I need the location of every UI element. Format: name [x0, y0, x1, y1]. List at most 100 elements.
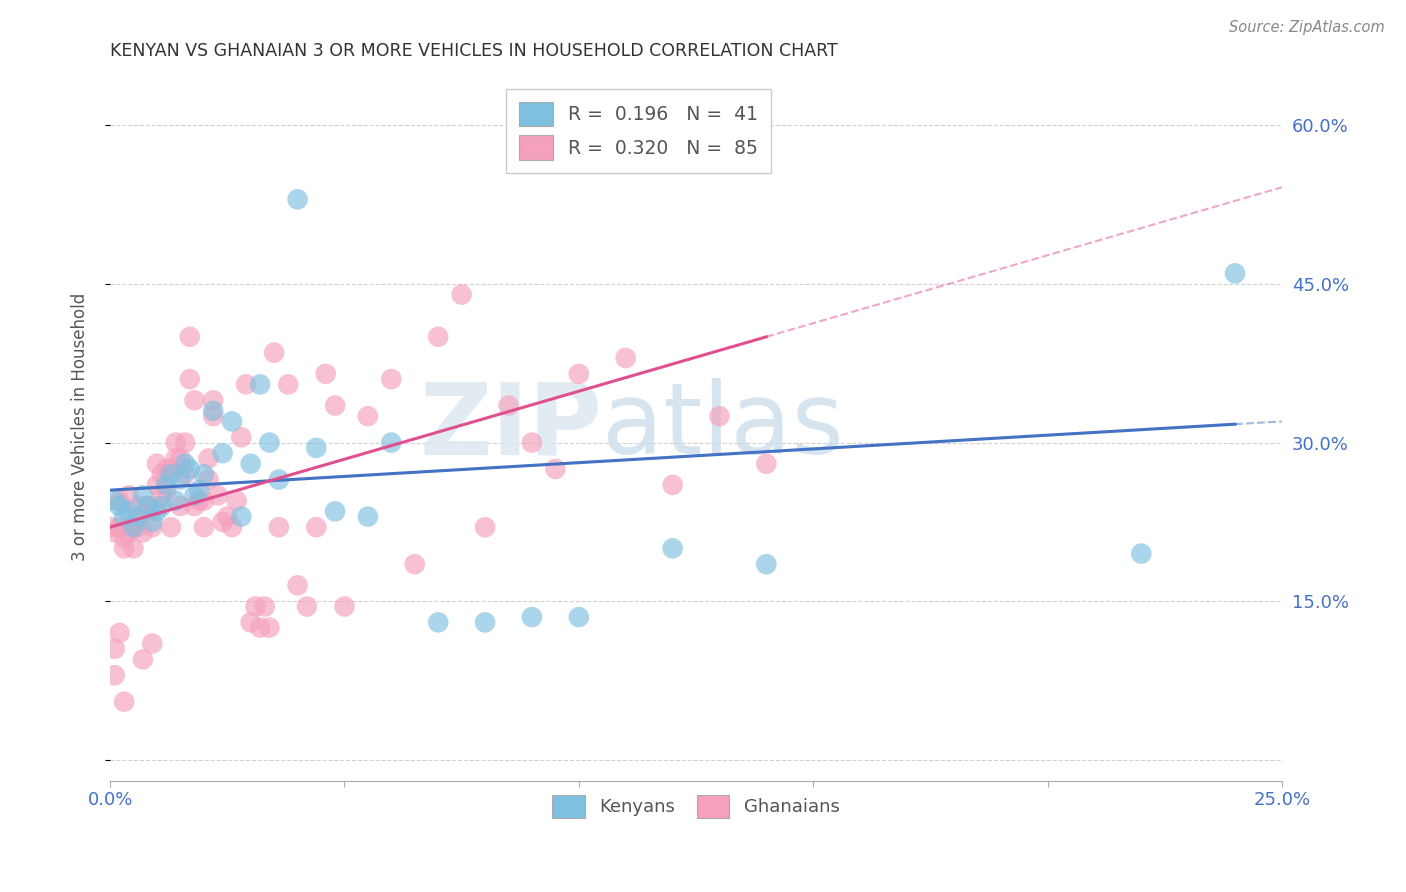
Point [357, 509, 380, 524]
Point [202, 409, 225, 424]
Point [160, 467, 183, 482]
Point [231, 509, 253, 524]
Point [404, 558, 426, 572]
Point [427, 330, 450, 344]
Point [132, 525, 155, 540]
Point [211, 515, 233, 529]
Point [150, 488, 173, 502]
Point [118, 488, 141, 502]
Point [305, 520, 328, 534]
Point [193, 493, 215, 508]
Point [179, 462, 201, 476]
Point [104, 493, 127, 508]
Point [263, 345, 285, 359]
Point [169, 451, 191, 466]
Point [357, 409, 380, 424]
Point [112, 509, 135, 524]
Point [193, 520, 215, 534]
Point [118, 525, 141, 540]
Point [1130, 547, 1153, 561]
Point [235, 377, 257, 392]
Point [141, 515, 163, 529]
Point [127, 520, 149, 534]
Point [146, 457, 169, 471]
Point [450, 287, 472, 301]
Point [155, 462, 177, 476]
Point [136, 504, 159, 518]
Point [249, 377, 271, 392]
Point [259, 435, 281, 450]
Point [614, 351, 637, 365]
Point [118, 504, 141, 518]
Point [277, 377, 299, 392]
Point [174, 435, 197, 450]
Point [150, 499, 173, 513]
Point [146, 478, 169, 492]
Point [305, 441, 328, 455]
Point [188, 493, 211, 508]
Point [118, 520, 141, 534]
Point [568, 610, 591, 624]
Point [155, 483, 177, 498]
Point [231, 430, 253, 444]
Point [98, 520, 121, 534]
Text: atlas: atlas [602, 378, 844, 475]
Point [249, 621, 271, 635]
Point [127, 499, 149, 513]
Y-axis label: 3 or more Vehicles in Household: 3 or more Vehicles in Household [72, 293, 89, 561]
Point [108, 626, 131, 640]
Point [267, 473, 290, 487]
Point [122, 520, 145, 534]
Point [755, 558, 778, 572]
Point [155, 478, 177, 492]
Point [146, 504, 169, 518]
Point [179, 372, 201, 386]
Point [165, 451, 187, 466]
Point [245, 599, 267, 614]
Point [1223, 266, 1246, 280]
Point [179, 330, 201, 344]
Point [323, 504, 346, 518]
Point [122, 541, 145, 556]
Point [141, 636, 163, 650]
Point [221, 414, 243, 428]
Point [136, 499, 159, 513]
Point [380, 435, 402, 450]
Point [380, 372, 402, 386]
Point [136, 499, 159, 513]
Point [150, 467, 173, 482]
Point [160, 520, 183, 534]
Point [207, 488, 229, 502]
Point [709, 409, 731, 424]
Point [333, 599, 356, 614]
Point [211, 446, 233, 460]
Point [174, 457, 197, 471]
Point [661, 541, 683, 556]
Point [323, 399, 346, 413]
Point [755, 457, 778, 471]
Point [239, 615, 262, 630]
Point [315, 367, 337, 381]
Point [141, 520, 163, 534]
Point [108, 520, 131, 534]
Point [253, 599, 276, 614]
Point [112, 531, 135, 545]
Point [165, 435, 187, 450]
Point [127, 509, 149, 524]
Text: KENYAN VS GHANAIAN 3 OR MORE VEHICLES IN HOUSEHOLD CORRELATION CHART: KENYAN VS GHANAIAN 3 OR MORE VEHICLES IN… [110, 42, 838, 60]
Point [108, 493, 131, 508]
Point [661, 478, 683, 492]
Point [169, 499, 191, 513]
Point [183, 488, 205, 502]
Point [104, 668, 127, 682]
Point [498, 399, 520, 413]
Point [104, 525, 127, 540]
Point [568, 367, 591, 381]
Point [197, 451, 219, 466]
Point [132, 488, 155, 502]
Point [474, 615, 496, 630]
Point [132, 652, 155, 666]
Point [193, 467, 215, 482]
Point [239, 457, 262, 471]
Point [146, 499, 169, 513]
